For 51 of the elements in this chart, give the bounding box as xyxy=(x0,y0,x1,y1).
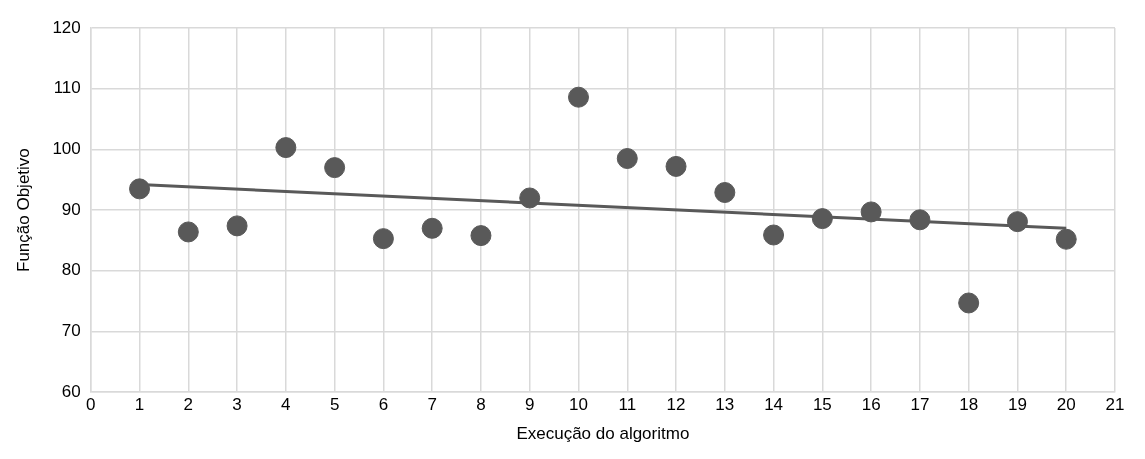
point xyxy=(616,148,638,170)
y-axis-title: Função Objetivo xyxy=(13,148,33,272)
point xyxy=(372,228,394,250)
x-tick-label: 18 xyxy=(959,395,979,415)
x-tick-label: 16 xyxy=(861,395,881,415)
point xyxy=(177,221,199,243)
x-tick-label: 3 xyxy=(232,395,242,415)
y-tick-label: 100 xyxy=(52,139,81,159)
x-tick-label: 5 xyxy=(329,395,340,415)
point xyxy=(470,225,492,247)
x-tick-label: 10 xyxy=(569,395,588,415)
x-tick-label: 8 xyxy=(476,395,486,415)
point xyxy=(811,208,833,230)
y-tick-label: 90 xyxy=(61,199,81,219)
x-tick-label: 0 xyxy=(86,395,96,415)
point xyxy=(568,86,589,108)
point xyxy=(665,155,687,177)
point xyxy=(1055,228,1077,250)
point xyxy=(714,182,736,203)
x-tick-label: 2 xyxy=(183,395,194,415)
y-tick-label: 80 xyxy=(61,260,81,280)
x-tick-label: 19 xyxy=(1007,395,1027,415)
x-tick-label: 17 xyxy=(910,395,930,415)
point xyxy=(421,217,443,239)
point xyxy=(958,292,980,314)
x-tick-label: 9 xyxy=(524,395,535,415)
point xyxy=(763,224,785,246)
x-tick-label: 20 xyxy=(1056,395,1076,415)
point xyxy=(1006,211,1028,233)
point xyxy=(226,215,248,237)
x-tick-label: 7 xyxy=(427,395,437,415)
x-tick-label: 21 xyxy=(1105,395,1125,415)
x-tick-label: 6 xyxy=(378,395,389,415)
y-tick-label: 70 xyxy=(61,321,81,341)
x-tick-label: 1 xyxy=(134,395,145,415)
y-tick-label: 110 xyxy=(53,78,81,98)
y-tick-label: 60 xyxy=(61,381,81,401)
point xyxy=(324,157,346,179)
y-tick-label: 120 xyxy=(52,17,81,37)
x-tick-label: 4 xyxy=(281,395,291,415)
x-tick-label: 13 xyxy=(715,395,735,415)
point xyxy=(860,201,882,223)
x-axis-title: Execução do algoritmo xyxy=(516,424,690,444)
x-tick-label: 15 xyxy=(812,395,832,415)
x-tick-label: 11 xyxy=(618,395,637,415)
point xyxy=(519,187,541,209)
point xyxy=(129,178,151,200)
point xyxy=(275,137,297,159)
x-tick-label: 14 xyxy=(764,395,784,415)
point xyxy=(909,209,931,231)
x-tick-label: 12 xyxy=(666,395,686,415)
